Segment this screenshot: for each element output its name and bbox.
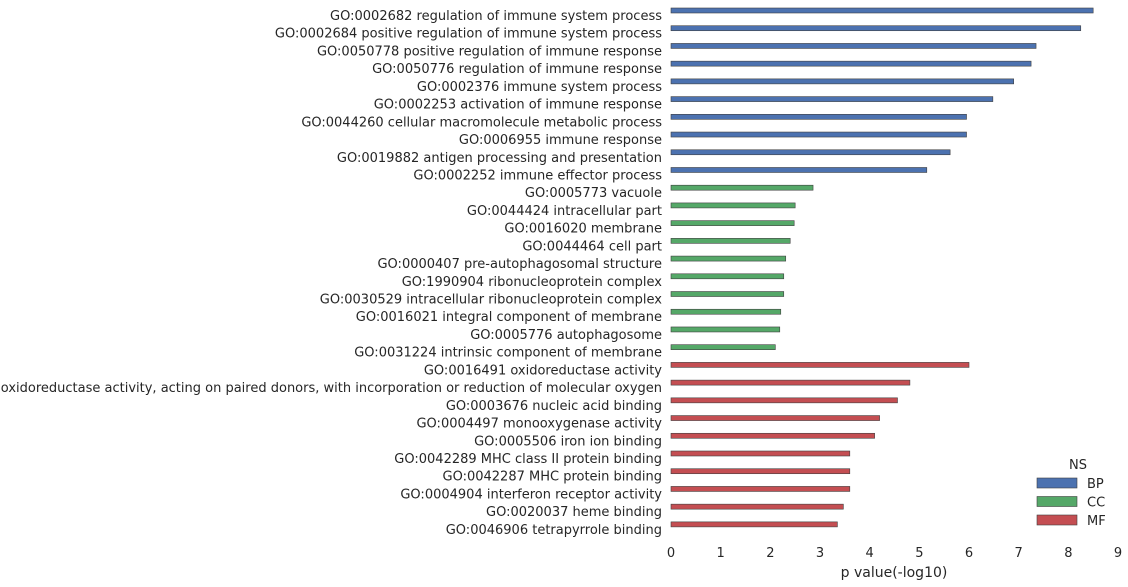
category-label: GO:0000407 pre-autophagosomal structure — [377, 257, 662, 272]
x-tick-label: 0 — [667, 546, 675, 561]
category-label: GO:0044464 cell part — [522, 239, 662, 254]
bar-cc — [670, 273, 785, 280]
legend-swatch-bp — [1036, 477, 1078, 489]
category-label: GO:0002253 activation of immune response — [374, 98, 662, 113]
category-label: GO:0020037 heme binding — [486, 505, 662, 520]
category-label: GO:0002376 immune system process — [417, 80, 662, 95]
bar-bp — [670, 96, 994, 102]
category-label: GO:0042287 MHC protein binding — [443, 470, 663, 485]
x-tick-label: 2 — [766, 546, 774, 561]
bar-mf — [670, 521, 838, 528]
category-label: GO:0004497 monooxygenase activity — [416, 417, 662, 432]
bar-mf — [670, 432, 875, 439]
category-label: GO:0016020 membrane — [504, 222, 662, 237]
bar-mf — [670, 468, 851, 475]
bar-cc — [670, 202, 796, 209]
legend-label-bp: BP — [1087, 477, 1104, 492]
bar-mf — [670, 379, 911, 386]
category-label: GO:0046906 tetrapyrrole binding — [446, 523, 662, 538]
x-tick-label: 3 — [816, 546, 824, 561]
category-label: GO:0002684 positive regulation of immune… — [275, 27, 662, 42]
category-label: GO:0003676 nucleic acid binding — [446, 399, 662, 414]
legend: NS BP CC MF — [1036, 458, 1106, 529]
category-label: GO:0005773 vacuole — [525, 186, 662, 201]
bar-mf — [670, 362, 970, 368]
category-labels: GO:0002682 regulation of immune system p… — [0, 9, 662, 538]
bar-cc — [670, 308, 782, 315]
bar-bp — [670, 60, 1032, 67]
x-tick-label: 6 — [965, 546, 973, 561]
x-tick-label: 9 — [1114, 546, 1122, 561]
bar-mf — [670, 415, 880, 421]
category-label: GO:0016491 oxidoreductase activity — [424, 363, 662, 378]
bar-cc — [670, 255, 787, 262]
x-tick-label: 4 — [866, 546, 874, 561]
bar-bp — [670, 25, 1082, 32]
category-label: GO:0030529 intracellular ribonucleoprote… — [320, 293, 663, 308]
legend-title: NS — [1069, 458, 1087, 473]
bar-bp — [670, 78, 1015, 85]
category-label: GO:0002252 immune effector process — [413, 168, 662, 183]
category-label: GO:0006955 immune response — [459, 133, 662, 148]
bar-mf — [670, 450, 851, 457]
legend-swatch-mf — [1036, 514, 1078, 526]
category-label: GO:0042289 MHC class II protein binding — [394, 452, 662, 467]
bar-bp — [670, 167, 928, 173]
category-label: GO:0004904 interferon receptor activity — [400, 487, 662, 502]
bar-cc — [670, 326, 781, 333]
bar-mf — [670, 397, 898, 404]
bar-cc — [670, 238, 791, 244]
category-label: GO:0016705 oxidoreductase activity, acti… — [0, 381, 662, 396]
bar-bp — [670, 7, 1094, 14]
bar-bp — [670, 149, 951, 156]
x-tick-label: 1 — [717, 546, 725, 561]
bars-layer — [670, 7, 1094, 528]
bar-mf — [670, 486, 851, 492]
bar-bp — [670, 131, 967, 138]
bar-cc — [670, 220, 795, 226]
category-label: GO:0044424 intracellular part — [467, 204, 662, 219]
category-label: GO:0050778 positive regulation of immune… — [317, 44, 662, 59]
x-tick-label: 8 — [1064, 546, 1072, 561]
category-label: GO:1990904 ribonucleoprotein complex — [402, 275, 663, 290]
legend-label-mf: MF — [1087, 514, 1106, 529]
bar-bp — [670, 43, 1037, 49]
category-label: GO:0005506 iron ion binding — [474, 434, 662, 449]
x-tick-label: 7 — [1015, 546, 1023, 561]
x-axis-title: p value(-log10) — [841, 565, 948, 581]
category-label: GO:0050776 regulation of immune response — [372, 62, 662, 77]
x-axis-ticks: 0 1 2 3 4 5 6 7 8 9 — [667, 546, 1122, 561]
bar-bp — [670, 114, 967, 120]
category-label: GO:0031224 intrinsic component of membra… — [354, 346, 662, 361]
bar-cc — [670, 291, 785, 297]
x-tick-label: 5 — [915, 546, 923, 561]
bar-mf — [670, 503, 844, 510]
category-label: GO:0019882 antigen processing and presen… — [337, 151, 662, 166]
bar-cc — [670, 344, 776, 350]
bar-cc — [670, 184, 814, 191]
category-label: GO:0005776 autophagosome — [470, 328, 662, 343]
category-label: GO:0002682 regulation of immune system p… — [330, 9, 662, 24]
category-label: GO:0044260 cellular macromolecule metabo… — [301, 115, 662, 130]
legend-swatch-cc — [1036, 496, 1078, 507]
legend-label-cc: CC — [1087, 496, 1105, 511]
category-label: GO:0016021 integral component of membran… — [356, 310, 662, 325]
